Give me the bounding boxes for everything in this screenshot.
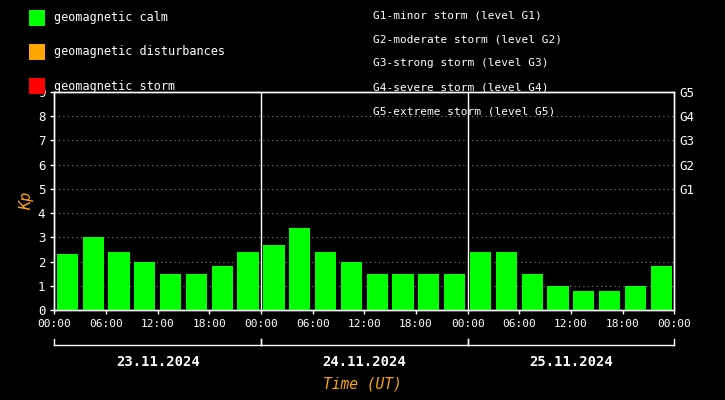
Bar: [625, 286, 646, 310]
Text: Time (UT): Time (UT): [323, 376, 402, 391]
Text: geomagnetic disturbances: geomagnetic disturbances: [54, 46, 225, 58]
Text: 24.11.2024: 24.11.2024: [323, 355, 406, 369]
Bar: [160, 274, 181, 310]
Text: 25.11.2024: 25.11.2024: [529, 355, 613, 369]
Bar: [599, 291, 621, 310]
Text: geomagnetic storm: geomagnetic storm: [54, 80, 175, 92]
Bar: [573, 291, 594, 310]
Bar: [83, 237, 104, 310]
Bar: [186, 274, 207, 310]
Bar: [496, 252, 517, 310]
Bar: [392, 274, 414, 310]
Bar: [212, 266, 233, 310]
Text: 23.11.2024: 23.11.2024: [116, 355, 199, 369]
Text: geomagnetic calm: geomagnetic calm: [54, 12, 168, 24]
Text: G3-strong storm (level G3): G3-strong storm (level G3): [373, 58, 549, 68]
Bar: [238, 252, 259, 310]
Bar: [418, 274, 439, 310]
Text: G1-minor storm (level G1): G1-minor storm (level G1): [373, 10, 542, 20]
Text: G4-severe storm (level G4): G4-severe storm (level G4): [373, 82, 549, 92]
Text: G5-extreme storm (level G5): G5-extreme storm (level G5): [373, 106, 555, 116]
Bar: [341, 262, 362, 310]
Bar: [57, 254, 78, 310]
Bar: [315, 252, 336, 310]
Bar: [263, 244, 284, 310]
Bar: [547, 286, 568, 310]
Bar: [134, 262, 155, 310]
Bar: [108, 252, 130, 310]
Bar: [521, 274, 543, 310]
Bar: [444, 274, 465, 310]
Y-axis label: Kp: Kp: [19, 192, 33, 210]
Text: G2-moderate storm (level G2): G2-moderate storm (level G2): [373, 34, 563, 44]
Bar: [470, 252, 491, 310]
Bar: [289, 228, 310, 310]
Bar: [367, 274, 388, 310]
Bar: [651, 266, 672, 310]
